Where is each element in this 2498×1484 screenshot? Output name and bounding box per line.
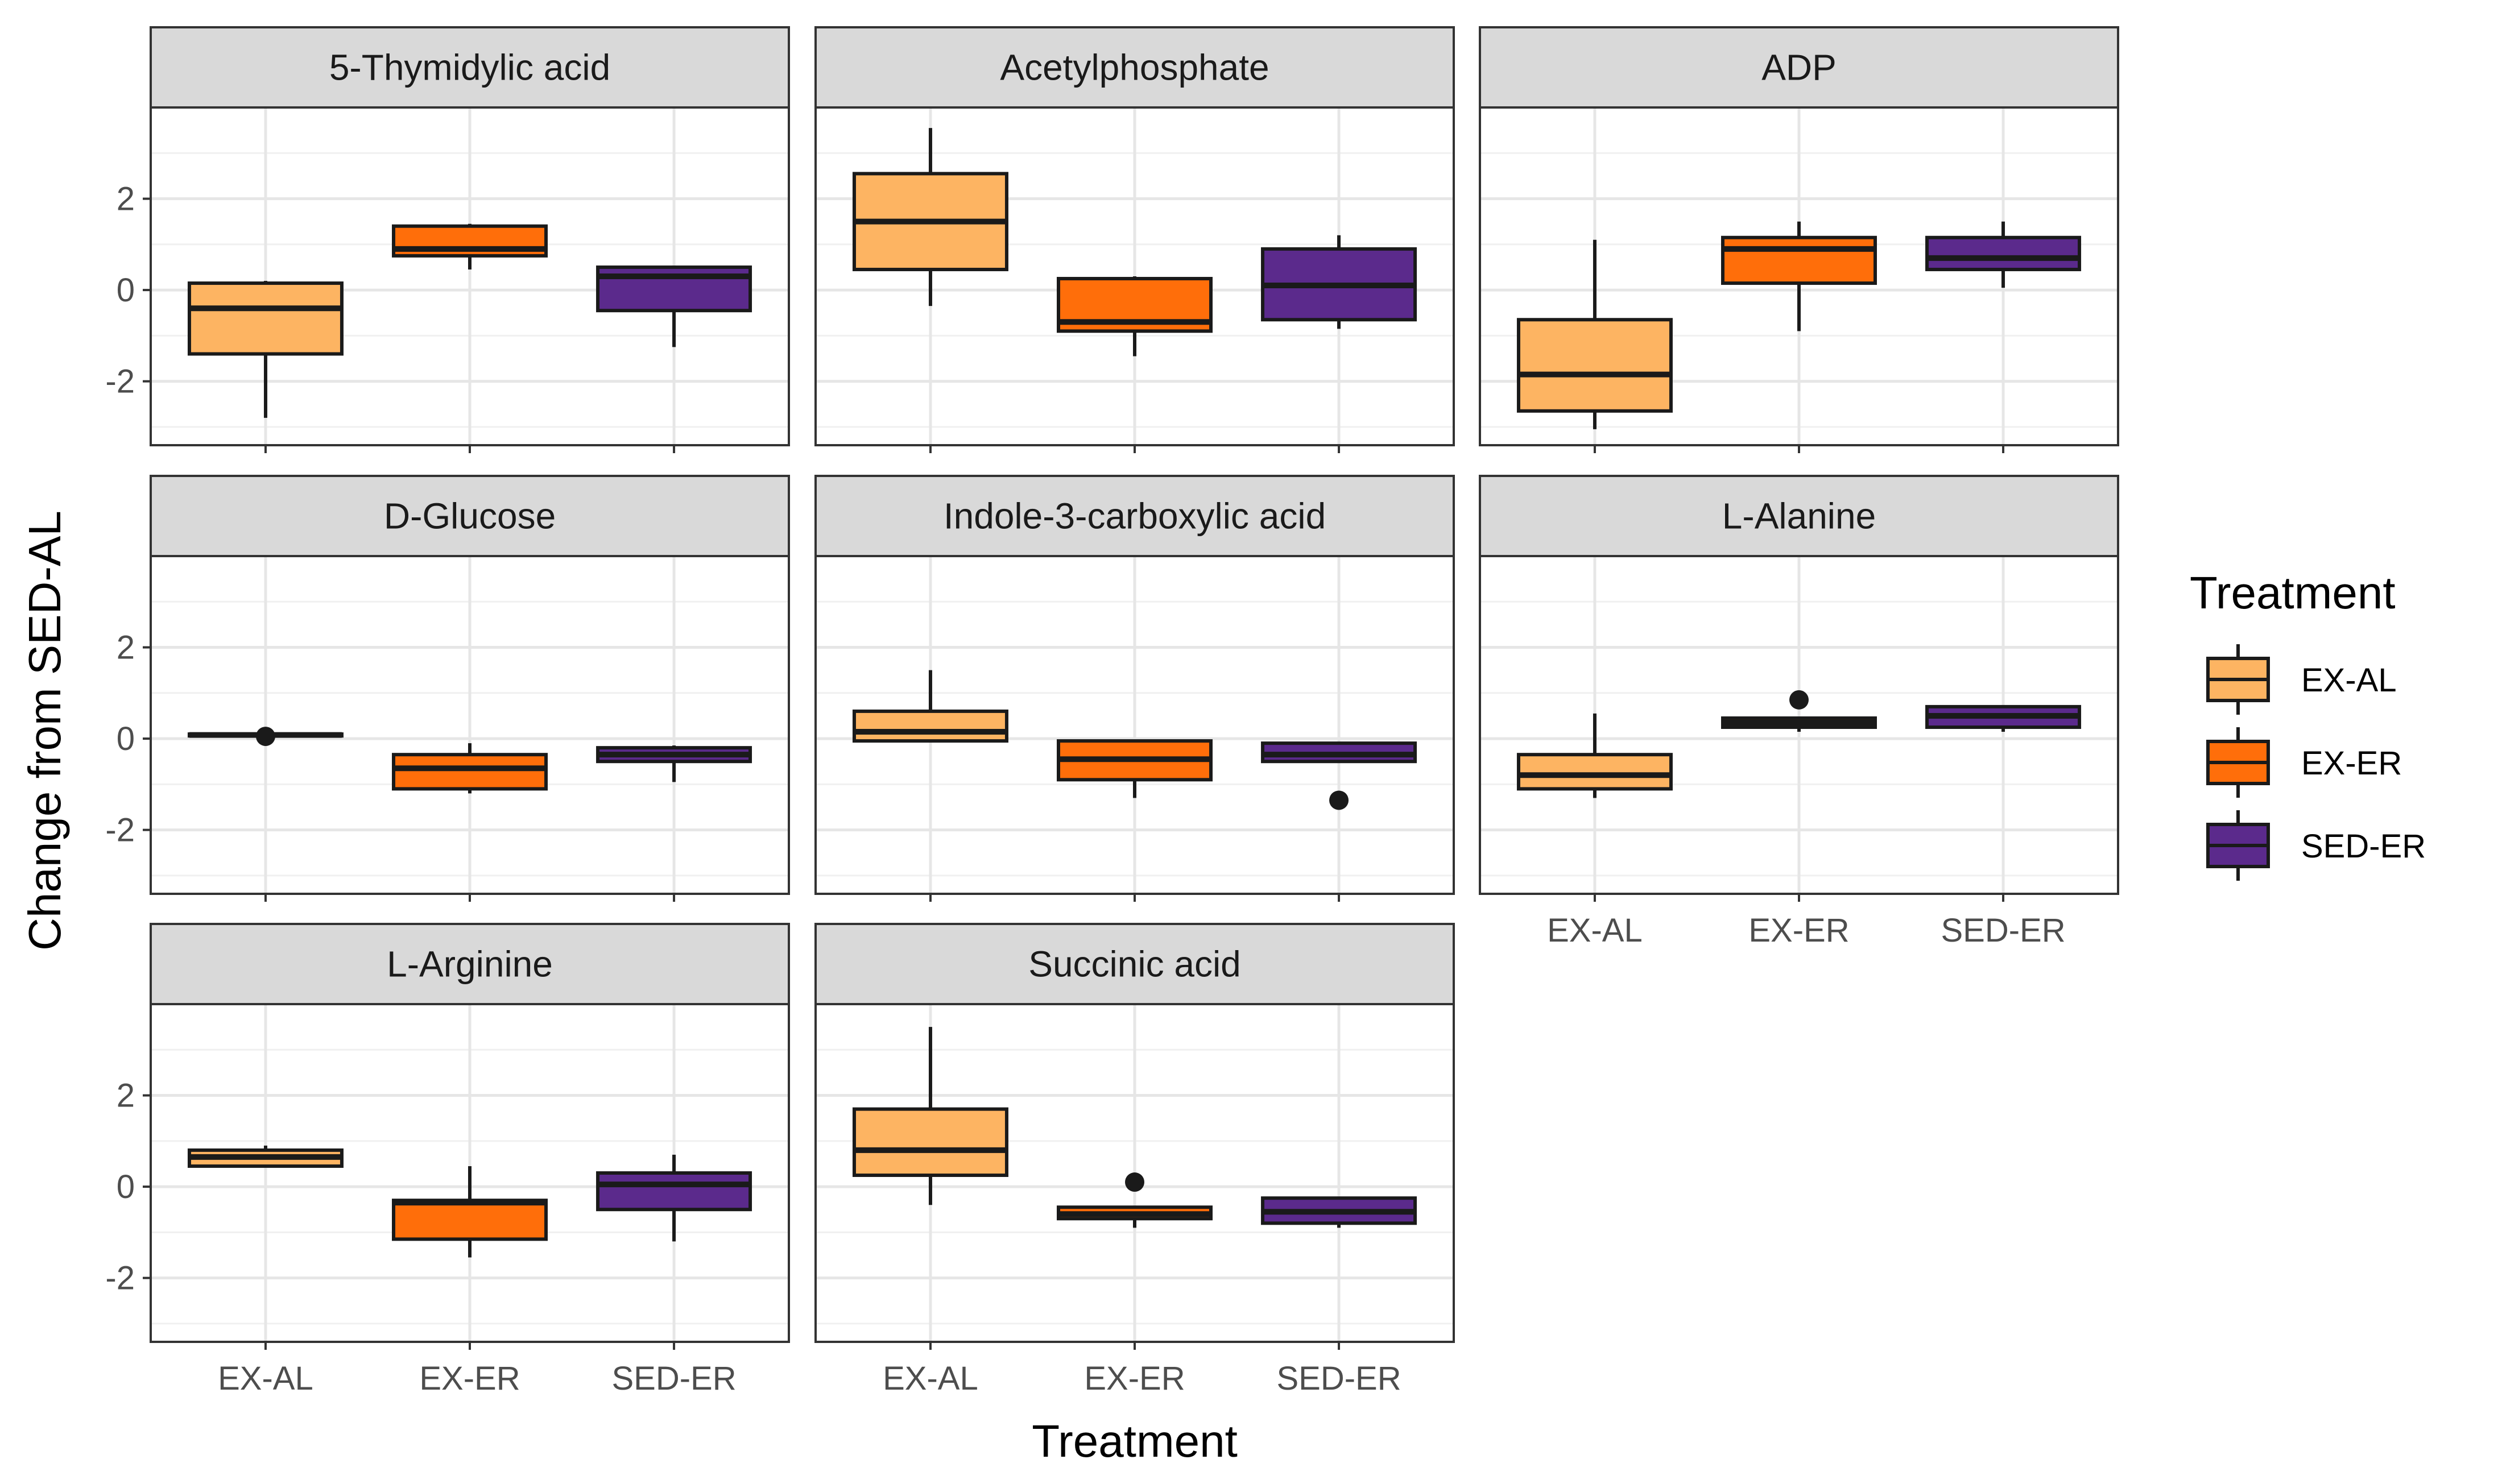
x-tick-label: SED-ER (1276, 1360, 1401, 1397)
legend-label-ex-al: EX-AL (2301, 662, 2397, 699)
panel-strip (150, 923, 790, 1005)
panel-strip (814, 923, 1455, 1005)
box-ex-al (1516, 753, 1673, 791)
box-ex-al (852, 1107, 1008, 1178)
panel-acetylphosphate: Acetylphosphate (814, 26, 1455, 453)
y-tick-label: -2 (105, 1260, 135, 1297)
x-tick-label: EX-ER (419, 1360, 520, 1397)
y-axis-title: Change from SED-AL (19, 511, 70, 951)
panel-title: 5-Thymidylic acid (329, 47, 610, 88)
legend-label-ex-er: EX-ER (2301, 745, 2402, 782)
panel-l-alanine: L-Alanine EX-AL EX-ER SED-ER (1479, 475, 2119, 949)
x-tick-label: EX-ER (1748, 912, 1849, 949)
box-sed-er (596, 1171, 752, 1212)
x-tick-label: SED-ER (1941, 912, 2065, 949)
panel-l-arginine: L-Arginine -2 0 2 EX-AL EX-ER SED-ER (105, 923, 790, 1397)
box-ex-al (1516, 318, 1673, 413)
outlier-point-ex-er (1789, 690, 1809, 710)
panel-indole-3-carboxylic-acid: Indole-3-carboxylic acid (814, 475, 1455, 902)
legend-title: Treatment (2190, 567, 2396, 618)
y-tick-label: -2 (105, 812, 135, 849)
x-tick-label: EX-AL (883, 1360, 978, 1397)
panel-5-thymidylic-acid: 5-Thymidylic acid -2 0 2 (105, 26, 790, 453)
panel-strip (814, 475, 1455, 557)
legend-label-sed-er: SED-ER (2301, 828, 2426, 865)
y-tick-label: 2 (117, 181, 135, 218)
box-ex-er (1721, 235, 1877, 285)
panel-succinic-acid: Succinic acid EX-AL EX-ER SED-ER (814, 923, 1455, 1397)
box-ex-er (392, 1199, 548, 1241)
y-tick-label: 0 (117, 1168, 135, 1205)
box-ex-al (187, 281, 344, 356)
panel-adp: ADP (1479, 26, 2119, 453)
x-tick-label: SED-ER (611, 1360, 736, 1397)
panel-strip (1479, 26, 2119, 109)
outlier-point-ex-al (255, 727, 275, 747)
panel-strip (1479, 475, 2119, 557)
x-axis-title: Treatment (1032, 1416, 1238, 1466)
x-tick-label: EX-ER (1084, 1360, 1185, 1397)
x-tick-label: EX-AL (218, 1360, 313, 1397)
panel-title: Acetylphosphate (1000, 47, 1269, 88)
panel-strip (814, 26, 1455, 109)
y-tick-label: 0 (117, 272, 135, 309)
box-sed-er (1925, 235, 2082, 271)
y-tick-label: -2 (105, 363, 135, 400)
panel-strip (150, 475, 790, 557)
panel-title: Indole-3-carboxylic acid (944, 496, 1326, 537)
panel-title: L-Arginine (387, 944, 553, 985)
panel-title: ADP (1761, 47, 1837, 88)
box-ex-al (852, 709, 1008, 743)
panel-strip (150, 26, 790, 109)
y-tick-label: 0 (117, 720, 135, 757)
panel-title: L-Alanine (1722, 496, 1876, 537)
outlier-point-ex-er (1125, 1172, 1144, 1192)
y-tick-label: 2 (117, 1077, 135, 1114)
panel-title: Succinic acid (1028, 944, 1241, 985)
panel-d-glucose: D-Glucose -2 0 2 (105, 475, 790, 902)
x-tick-label: EX-AL (1547, 912, 1643, 949)
box-ex-er (392, 753, 548, 791)
panel-title: D-Glucose (384, 496, 556, 537)
legend: Treatment EX-AL EX-ER SED-ER (2190, 567, 2426, 881)
y-tick-label: 2 (117, 629, 135, 666)
outlier-point-sed-er (1329, 790, 1349, 810)
